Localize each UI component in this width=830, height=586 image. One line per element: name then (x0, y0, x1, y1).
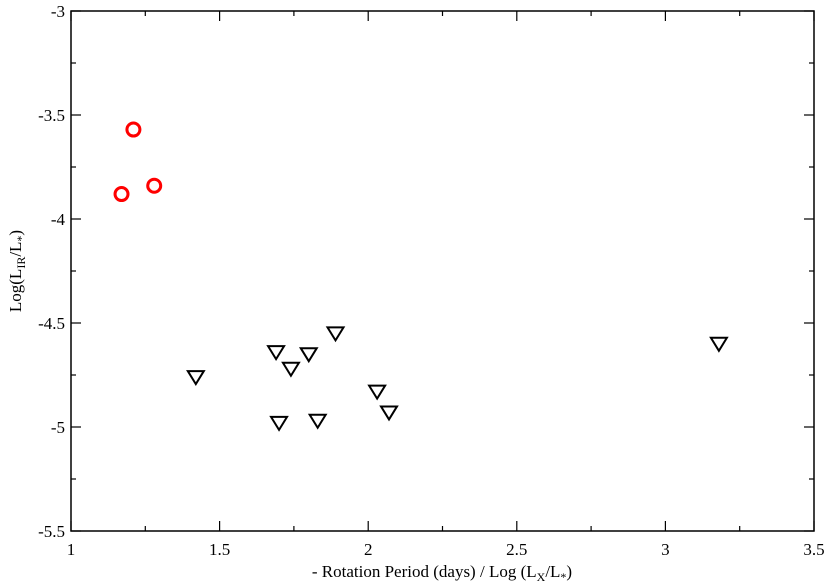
data-point-triangle (266, 345, 286, 362)
x-tick-label: 3 (661, 540, 670, 559)
data-markers (113, 121, 729, 432)
data-point-circle (125, 121, 142, 138)
data-point-triangle (269, 415, 289, 432)
x-tick-label: 1 (67, 540, 76, 559)
x-axis-title: - Rotation Period (days) / Log (LX/L*) (312, 562, 572, 584)
x-tick-label: 3.5 (803, 540, 824, 559)
data-point-triangle (281, 361, 301, 378)
y-tick-label: -3.5 (38, 106, 65, 125)
data-point-triangle (325, 326, 346, 343)
y-tick-label: -4.5 (38, 314, 65, 333)
x-tick-label: 2.5 (506, 540, 527, 559)
data-point-circle (146, 177, 163, 194)
plot-frame (70, 10, 815, 532)
data-point-triangle (186, 370, 206, 386)
axis-ticks (70, 10, 815, 532)
data-point-circle (113, 186, 130, 203)
data-point-triangle (367, 384, 387, 401)
data-point-triangle (709, 336, 729, 353)
y-tick-label: -3 (51, 2, 65, 21)
x-tick-label: 2 (364, 540, 373, 559)
x-tick-label: 1.5 (209, 540, 230, 559)
data-point-triangle (298, 347, 319, 364)
axis-tick-labels: 1 1.5 2 2.5 3 3.5 -3 -3.5 -4 -4.5 -5 -5.5 (38, 2, 825, 559)
y-axis-title: Log(LIR/L*) (6, 230, 28, 312)
data-point-triangle (379, 405, 399, 422)
data-point-triangle (307, 413, 328, 430)
y-tick-label: -5 (51, 418, 65, 437)
y-tick-label: -5.5 (38, 522, 65, 541)
y-tick-label: -4 (51, 210, 66, 229)
